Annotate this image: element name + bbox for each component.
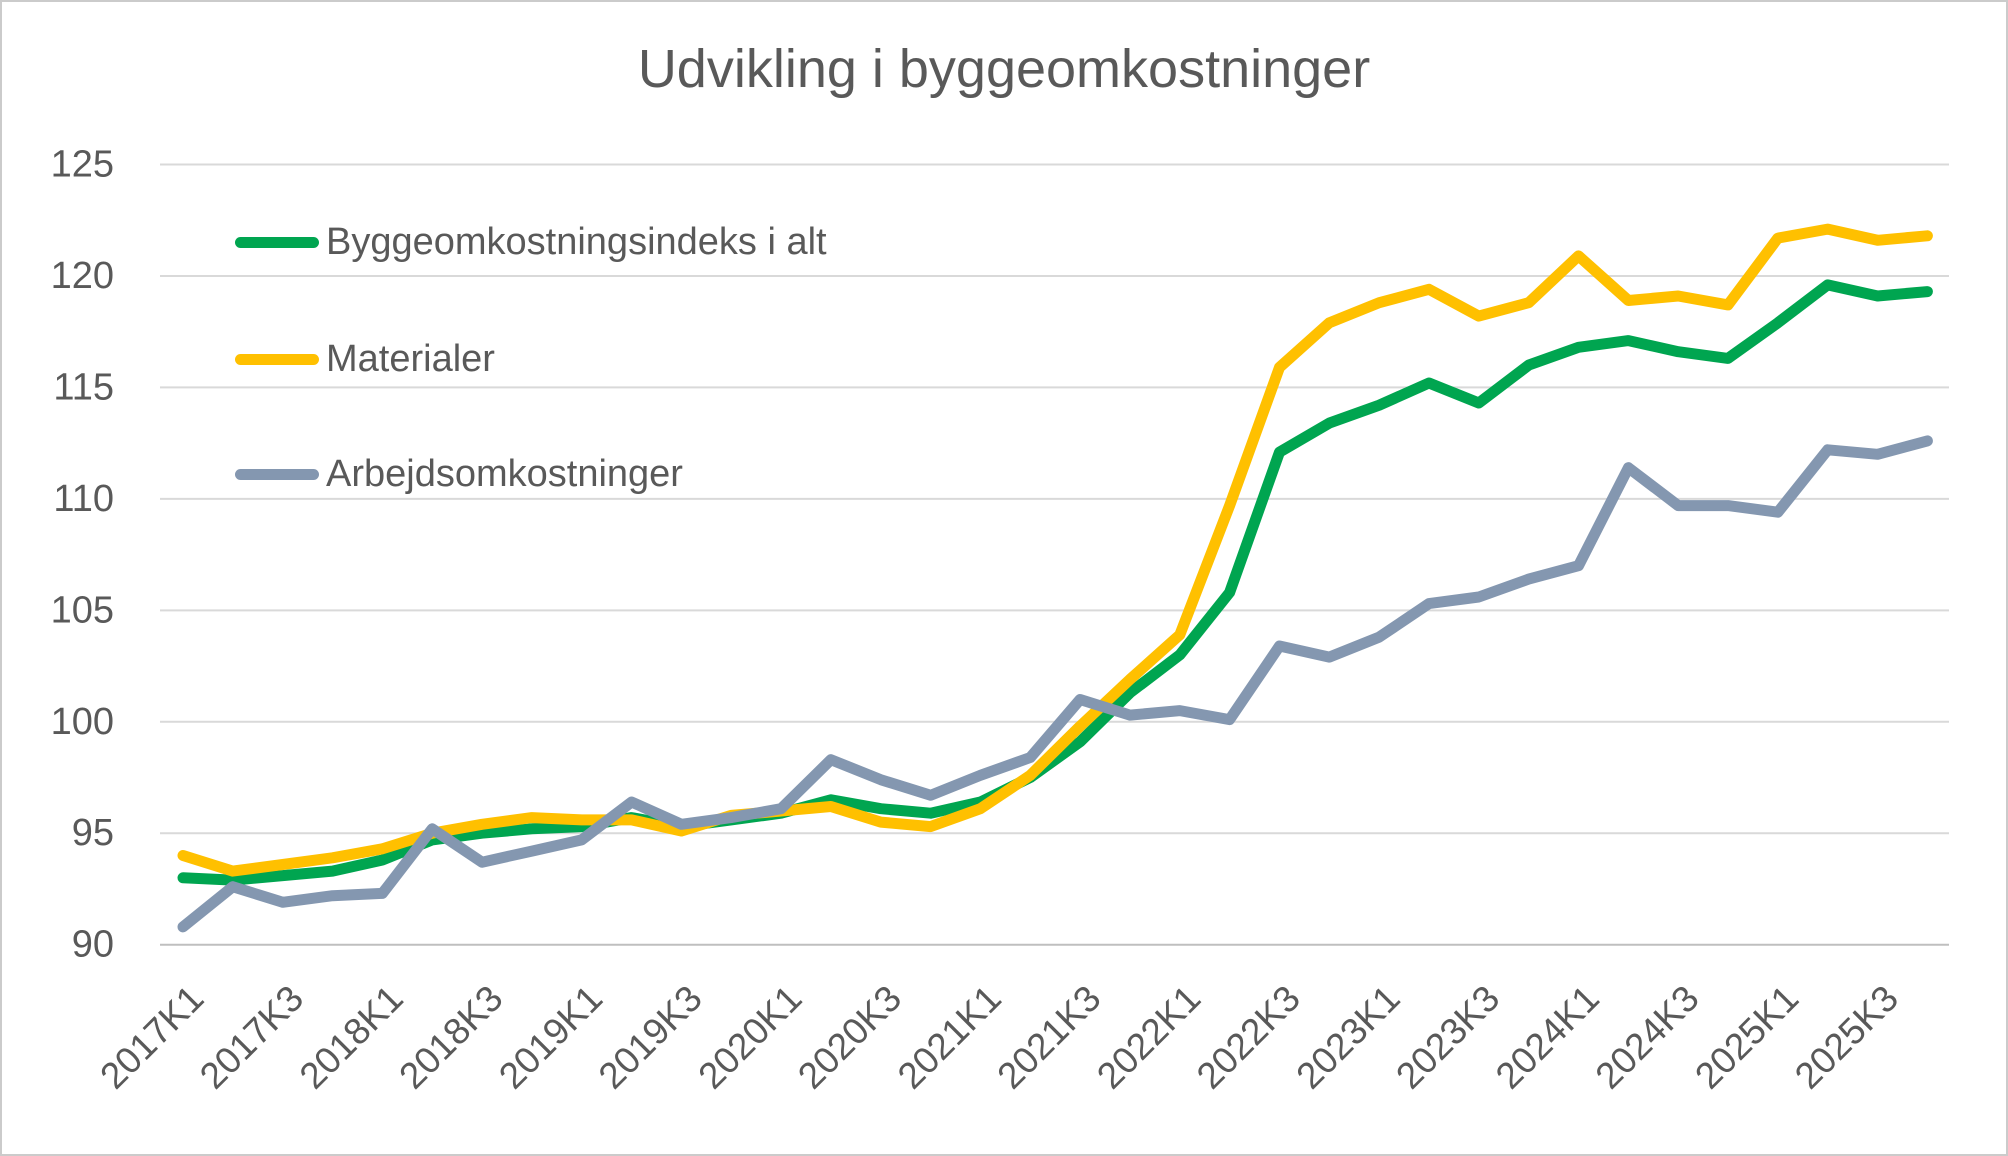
y-tick-label: 115 xyxy=(53,366,114,408)
y-tick-label: 95 xyxy=(72,812,114,854)
y-tick-label: 120 xyxy=(51,255,114,297)
x-tick-label: 2021K1 xyxy=(890,978,1009,1097)
x-tick-label: 2018K1 xyxy=(292,978,411,1097)
x-tick-label: 2017K3 xyxy=(192,978,311,1097)
x-tick-label: 2025K1 xyxy=(1687,978,1806,1097)
x-tick-label: 2019K3 xyxy=(591,978,710,1097)
x-tick-label: 2021K3 xyxy=(989,978,1108,1097)
x-tick-label: 2020K1 xyxy=(690,978,809,1097)
legend-label-materials: Materialer xyxy=(326,337,495,380)
chart-title: Udvikling i byggeomkostninger xyxy=(637,39,1371,99)
y-tick-label: 100 xyxy=(51,701,114,743)
x-tick-label: 2018K3 xyxy=(391,978,510,1097)
legend-item-total: Byggeomkostningsindeks i alt xyxy=(235,220,827,263)
x-tick-label: 2024K1 xyxy=(1488,978,1607,1097)
x-tick-label: 2020K3 xyxy=(790,978,909,1097)
legend-item-labor: Arbejdsomkostninger xyxy=(235,452,683,495)
x-tick-label: 2017K1 xyxy=(92,978,211,1097)
y-tick-label: 90 xyxy=(72,924,114,966)
series-line-arbejdsomkostninger xyxy=(177,435,1933,933)
legend-swatch-labor xyxy=(235,468,319,480)
y-tick-label: 110 xyxy=(53,478,114,520)
legend-label-total: Byggeomkostningsindeks i alt xyxy=(326,220,827,263)
x-tick-label: 2022K1 xyxy=(1089,978,1208,1097)
series-line-materialer xyxy=(177,223,1933,877)
y-tick-label: 125 xyxy=(51,144,114,186)
x-tick-label: 2025K3 xyxy=(1787,978,1906,1097)
legend-item-materials: Materialer xyxy=(235,337,495,380)
series-line-byggeomkostningsindeks-i-alt xyxy=(177,279,1933,886)
legend-swatch-materials xyxy=(235,353,319,365)
x-tick-label: 2023K1 xyxy=(1288,978,1407,1097)
y-tick-label: 105 xyxy=(51,589,114,631)
x-tick-label: 2024K3 xyxy=(1587,978,1706,1097)
legend-swatch-total xyxy=(235,236,319,248)
x-tick-label: 2023K3 xyxy=(1388,978,1507,1097)
legend-label-labor: Arbejdsomkostninger xyxy=(326,452,683,495)
x-tick-label: 2022K3 xyxy=(1189,978,1308,1097)
x-tick-label: 2019K1 xyxy=(491,978,610,1097)
